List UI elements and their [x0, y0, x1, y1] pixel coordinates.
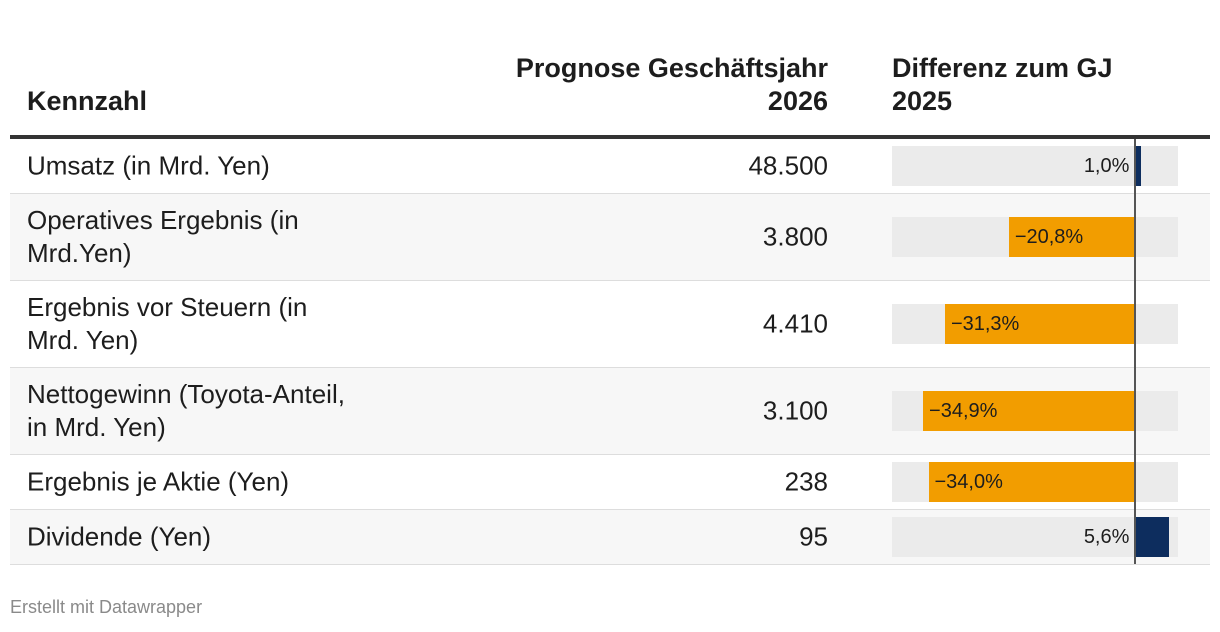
row-label: Operatives Ergebnis (in Mrd.Yen) [27, 205, 299, 268]
datawrapper-credit: Erstellt mit Datawrapper [10, 597, 203, 617]
diff-label: 1,0% [1083, 155, 1130, 177]
bar-track: 5,6% [892, 517, 1178, 557]
table-row: Operatives Ergebnis (in Mrd.Yen) 3.800 −20… [10, 194, 1210, 281]
header-prognose[interactable]: Prognose Geschäftsjahr 2026 [515, 53, 828, 116]
bar-track: −34,9% [892, 391, 1178, 431]
diff-bar [928, 462, 1136, 502]
header-differenz[interactable]: Differenz zum GJ 2025 [892, 53, 1113, 116]
row-label: Dividende (Yen) [27, 521, 212, 552]
row-label: Nettogewinn (Toyota-Anteil, in Mrd. Yen) [27, 379, 345, 442]
diff-label: −31,3% [950, 313, 1020, 335]
diff-label: −34,9% [929, 400, 998, 422]
row-label: Ergebnis vor Steuern (in Mrd. Yen) [27, 292, 308, 355]
diff-label: −20,8% [1014, 226, 1084, 248]
table-row: Umsatz (in Mrd. Yen) 48.500 1,0% [10, 139, 1210, 194]
table-row: Ergebnis je Aktie (Yen) 238 −34,0% [10, 455, 1210, 510]
diff-bar [1135, 146, 1142, 186]
bar-track: −20,8% [892, 217, 1178, 257]
diff-bar [1135, 517, 1170, 557]
row-value: 238 [784, 466, 828, 497]
row-value: 3.800 [762, 221, 828, 252]
row-value: 95 [799, 521, 828, 552]
row-label: Umsatz (in Mrd. Yen) [27, 150, 270, 181]
table-row: Ergebnis vor Steuern (in Mrd. Yen) 4.410 −… [10, 281, 1210, 368]
table-body: Umsatz (in Mrd. Yen) 48.500 1,0% Operatives… [10, 139, 1210, 565]
diff-bar [923, 391, 1136, 431]
bar-track: 1,0% [892, 146, 1178, 186]
diff-bar [1008, 217, 1136, 257]
diff-label: 5,6% [1083, 526, 1130, 548]
bar-track: −31,3% [892, 304, 1178, 344]
row-label: Ergebnis je Aktie (Yen) [27, 466, 290, 497]
table-row: Nettogewinn (Toyota-Anteil, in Mrd. Yen)… [10, 368, 1210, 455]
table-header: Kennzahl Prognose Geschäftsjahr 2026 Dif… [10, 40, 1210, 139]
diff-label: −34,0% [934, 471, 1003, 493]
table-row: Dividende (Yen) 95 5,6% [10, 510, 1210, 565]
bar-track: −34,0% [892, 462, 1178, 502]
row-value: 3.100 [762, 395, 828, 426]
header-kennzahl[interactable]: Kennzahl [27, 86, 148, 116]
row-value: 4.410 [762, 308, 828, 339]
diff-bar [944, 304, 1136, 344]
zero-baseline [1134, 139, 1137, 564]
data-table: Kennzahl Prognose Geschäftsjahr 2026 Dif… [10, 40, 1210, 565]
row-value: 48.500 [748, 150, 828, 181]
